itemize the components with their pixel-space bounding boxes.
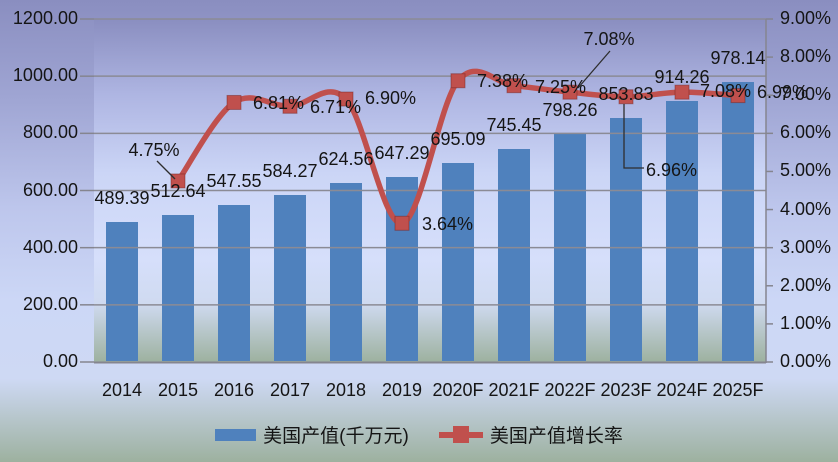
bar-2023F[interactable] [610, 117, 642, 361]
leader-line-2022F [577, 50, 611, 89]
rate-label-2017: 6.71% [310, 97, 362, 118]
marker-2023F[interactable] [618, 89, 634, 105]
bar-label-2015: 512.64 [150, 181, 206, 202]
rate-label-2025F: 6.99% [757, 81, 809, 102]
marker-2021F[interactable] [506, 78, 522, 94]
leader-line-2015 [156, 160, 176, 180]
bar-label-2019: 647.29 [374, 143, 430, 164]
leader-line-2023F [623, 104, 644, 169]
x-axis-label-2014: 2014 [101, 380, 143, 401]
rate-label-2019: 3.64% [422, 214, 474, 235]
legend: 美国产值(千万元) 美国产值增长率 [0, 421, 838, 448]
bar-label-2016: 547.55 [206, 171, 262, 192]
right-axis-label: 9.00% [780, 8, 832, 29]
x-axis-label-2020F: 2020F [432, 380, 484, 401]
rate-label-2021F: 7.25% [535, 76, 587, 97]
x-axis-label-2022F: 2022F [544, 380, 596, 401]
x-axis-label-2021F: 2021F [488, 380, 540, 401]
right-axis-label: 7.00% [780, 84, 832, 105]
marker-2015[interactable] [170, 173, 186, 189]
left-axis-label: 1200.00 [12, 8, 78, 29]
legend-item-growth-rate[interactable]: 美国产值增长率 [438, 421, 623, 448]
left-axis-label: 200.00 [22, 293, 78, 314]
right-axis-label: 8.00% [780, 46, 832, 67]
bar-2020F[interactable] [442, 163, 474, 361]
marker-2022F[interactable] [562, 84, 578, 100]
bar-label-2024F: 914.26 [654, 66, 710, 87]
x-axis-label-2019: 2019 [381, 380, 423, 401]
bar-2017[interactable] [274, 194, 306, 361]
left-axis-label: 1000.00 [12, 65, 78, 86]
x-axis-label-2025F: 2025F [712, 380, 764, 401]
x-axis-label-2016: 2016 [213, 380, 255, 401]
bar-label-2023F: 853.83 [598, 84, 654, 105]
rate-label-2018: 6.90% [365, 88, 417, 109]
rate-label-2023F: 6.96% [646, 160, 698, 181]
legend-square-marker-glyph [452, 426, 469, 443]
legend-bar-swatch [215, 428, 257, 441]
marker-2018[interactable] [338, 91, 354, 107]
bar-label-2025F: 978.14 [710, 48, 766, 69]
x-axis-label-2015: 2015 [157, 380, 199, 401]
legend-line-marker-swatch [438, 426, 483, 443]
left-axis-label: 0.00 [42, 351, 78, 372]
bar-label-2021F: 745.45 [486, 115, 542, 136]
right-axis-label: 1.00% [780, 312, 832, 333]
right-axis-label: 3.00% [780, 236, 832, 257]
rate-label-2015: 4.75% [128, 140, 180, 161]
bar-2018[interactable] [330, 183, 362, 361]
rate-label-2016: 6.81% [253, 93, 305, 114]
legend-growth-label: 美国产值增长率 [489, 426, 623, 447]
marker-2019[interactable] [394, 215, 410, 231]
right-axis-label: 2.00% [780, 274, 832, 295]
left-axis-label: 800.00 [22, 122, 78, 143]
x-axis-label-2018: 2018 [325, 380, 367, 401]
rate-label-2024F: 7.08% [700, 81, 752, 102]
right-axis-label: 5.00% [780, 160, 832, 181]
marker-2024F[interactable] [674, 84, 690, 100]
right-axis-label: 0.00% [780, 351, 832, 372]
marker-2025F[interactable] [730, 88, 746, 104]
bar-label-2020F: 695.09 [430, 129, 486, 150]
bar-2014[interactable] [106, 222, 138, 361]
bar-label-2017: 584.27 [262, 161, 318, 182]
x-axis-label-2017: 2017 [269, 380, 311, 401]
bar-2021F[interactable] [498, 148, 530, 361]
x-axis-label-2023F: 2023F [600, 380, 652, 401]
legend-item-output-value[interactable]: 美国产值(千万元) [215, 421, 409, 448]
bar-label-2014: 489.39 [94, 188, 150, 209]
bar-label-2022F: 798.26 [542, 99, 598, 120]
marker-2017[interactable] [282, 98, 298, 114]
legend-bar-label: 美国产值(千万元) [263, 426, 409, 447]
bar-2015[interactable] [162, 215, 194, 361]
right-axis-label: 4.00% [780, 198, 832, 219]
x-axis-label-2024F: 2024F [656, 380, 708, 401]
marker-2020F[interactable] [450, 73, 466, 89]
right-axis-label: 6.00% [780, 122, 832, 143]
left-axis-label: 400.00 [22, 236, 78, 257]
left-axis-label: 600.00 [22, 179, 78, 200]
rate-label-2022F: 7.08% [583, 29, 635, 50]
bar-2025F[interactable] [722, 82, 754, 361]
marker-2016[interactable] [226, 94, 242, 110]
bar-2016[interactable] [218, 205, 250, 361]
rate-label-2020F: 7.38% [477, 70, 529, 91]
bar-2024F[interactable] [666, 100, 698, 361]
bar-label-2018: 624.56 [318, 149, 374, 170]
